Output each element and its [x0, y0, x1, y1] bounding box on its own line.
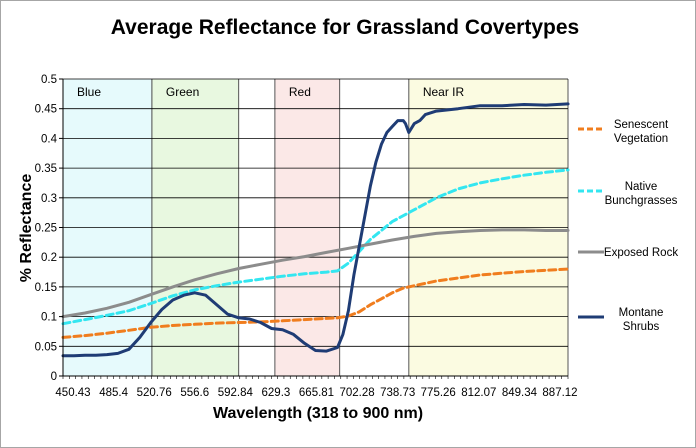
y-tick-label-2: 0.1: [41, 312, 57, 324]
y-tick-label-10: 0.5: [41, 74, 57, 86]
x-tick-label-7: 702.28: [339, 387, 374, 399]
legend-label-1-line1: Native: [625, 181, 658, 193]
x-tick-label-6: 665.81: [299, 387, 334, 399]
x-tick-label-4: 592.84: [218, 387, 254, 399]
series-line-1: [61, 168, 570, 326]
legend-label-2: Exposed Rock: [604, 247, 678, 259]
x-tick-label-2: 520.76: [137, 387, 172, 399]
y-tick-label-4: 0.2: [41, 252, 57, 264]
x-tick-label-1: 485.4: [99, 387, 128, 399]
series-line-3: [61, 102, 570, 358]
y-tick-label-0: 0: [51, 371, 57, 383]
series-line-2: [61, 228, 570, 319]
legend-label-0-line2: Vegetation: [614, 133, 668, 145]
band-label-3: Near IR: [423, 85, 465, 99]
y-tick-labels: 0 0.05 0.1 0.15 0.2 0.25 0.3 0.35 0.4 0.45 0.5: [35, 74, 63, 383]
y-tick-label-9: 0.45: [35, 104, 57, 116]
band-label-1: Green: [166, 85, 199, 99]
x-tick-labels: 450.43 485.4 520.76 556.6 592.84 629.3 665.81 7…: [55, 376, 578, 399]
legend-label-3-line1: Montane: [619, 307, 664, 319]
x-axis-title: Wavelength (318 to 900 nm): [213, 405, 423, 422]
chart-title: Average Reflectance for Grassland Covert…: [111, 16, 579, 39]
x-tick-label-8: 738.73: [380, 387, 415, 399]
series-lines: [61, 102, 570, 358]
x-tick-label-3: 556.6: [180, 387, 209, 399]
x-tick-label-12: 887.12: [542, 387, 577, 399]
band-label-2: Red: [289, 85, 311, 99]
series-line-0: [61, 267, 570, 339]
grid-lines: [63, 78, 568, 347]
x-tick-label-0: 450.43: [55, 387, 90, 399]
legend-label-3-line2: Shrubs: [623, 321, 660, 333]
y-axis-title: % Reflectance: [18, 174, 35, 283]
y-tick-label-1: 0.05: [35, 341, 57, 353]
legend-label-1-line2: Bunchgrasses: [605, 195, 678, 207]
y-tick-label-5: 0.25: [35, 223, 57, 235]
x-tick-label-5: 629.3: [262, 387, 291, 399]
y-tick-label-8: 0.4: [41, 133, 58, 145]
x-tick-label-9: 775.26: [421, 387, 456, 399]
legend: Senescent Vegetation Native Bunchgrasses Exp…: [578, 119, 678, 333]
x-tick-label-10: 812.07: [461, 387, 496, 399]
y-tick-label-6: 0.3: [41, 193, 57, 205]
x-tick-label-11: 849.34: [502, 387, 538, 399]
band-labels: Blue Green Red Near IR: [77, 85, 464, 99]
band-label-0: Blue: [77, 85, 101, 99]
y-tick-label-3: 0.15: [35, 282, 57, 294]
legend-label-0-line1: Senescent: [614, 119, 669, 131]
y-tick-label-7: 0.35: [35, 163, 57, 175]
